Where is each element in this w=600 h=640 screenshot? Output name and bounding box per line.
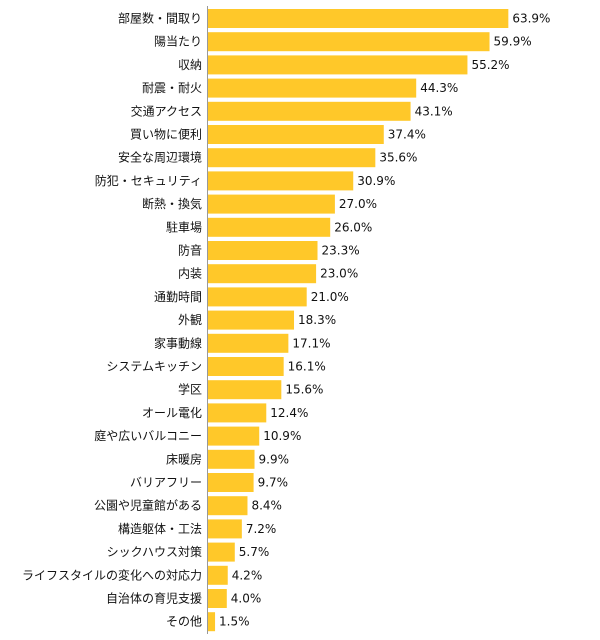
bar [208,542,235,562]
value-label: 30.9% [357,174,395,188]
value-label: 18.3% [298,313,336,327]
bar [208,171,354,191]
value-label: 10.9% [263,429,301,443]
bar [208,426,260,446]
value-label: 12.4% [270,406,308,420]
value-label: 37.4% [388,128,426,142]
value-label: 26.0% [334,220,372,234]
category-label: 外観 [178,313,202,327]
bar [208,32,490,52]
category-label: ライフスタイルの変化への対応力 [22,567,202,582]
bar [208,217,331,237]
category-label: システムキッチン [106,360,202,374]
value-label: 9.9% [259,452,290,466]
value-label: 4.2% [232,568,262,582]
bar [208,310,295,330]
bar [208,148,376,168]
bar [208,403,267,423]
category-label: 断熱・換気 [142,196,202,211]
value-label: 23.3% [322,244,360,258]
category-label: 交通アクセス [131,103,202,118]
value-label: 21.0% [311,290,349,304]
bar [208,287,307,307]
value-label: 16.1% [288,360,326,374]
value-label: 9.7% [258,476,289,490]
value-label: 8.4% [251,499,281,513]
bar [208,380,282,400]
value-label: 7.2% [246,522,277,536]
category-label: 自治体の育児支援 [106,591,202,606]
bar [208,101,411,121]
bar [208,589,227,608]
category-label: 内装 [178,267,202,281]
bar [208,9,509,28]
category-label: 買い物に便利 [130,128,202,142]
value-label: 43.1% [415,104,453,118]
value-label: 59.9% [494,35,532,49]
category-label: その他 [166,615,202,629]
value-label: 63.9% [512,12,550,26]
bar [208,194,335,214]
category-label: 公園や児童館がある [94,498,202,513]
category-label: 通勤時間 [154,290,202,304]
category-labels-layer: 部屋数・間取り陽当たり収納耐震・耐火交通アクセス買い物に便利安全な周辺環境防犯・… [22,11,202,629]
category-label: 耐震・耐火 [142,81,202,95]
value-label: 23.0% [320,267,358,281]
bar [208,357,284,376]
bar [208,264,317,284]
category-label: 安全な周辺環境 [118,150,202,165]
bar [208,473,254,492]
category-label: 部屋数・間取り [118,11,202,26]
value-label: 4.0% [231,592,261,606]
bar [208,612,216,632]
bar [208,78,417,98]
value-label: 5.7% [239,545,269,559]
bar [208,449,255,469]
value-label: 1.5% [219,615,250,629]
category-label: 防犯・セキュリティ [95,173,202,188]
category-label: バリアフリー [130,476,202,490]
bar [208,333,289,353]
bar [208,241,318,260]
category-label: 収納 [178,58,202,72]
bar [208,519,242,539]
bar [208,55,468,75]
bars-layer [208,9,509,632]
bar [208,496,248,516]
value-label: 55.2% [471,58,509,72]
category-label: 学区 [178,382,202,397]
category-label: 構造躯体・工法 [118,521,202,536]
category-label: 床暖房 [166,451,202,466]
category-label: 家事動線 [154,335,202,350]
value-label: 27.0% [339,197,377,211]
value-label: 15.6% [285,383,323,397]
category-label: 駐車場 [166,219,202,234]
category-label: 庭や広いバルコニー [94,428,202,443]
value-label: 35.6% [379,151,417,165]
bar [208,125,384,144]
category-label: オール電化 [142,406,202,420]
bar [208,565,228,585]
category-label: シックハウス対策 [107,545,202,559]
category-label: 防音 [178,243,202,258]
value-label: 44.3% [420,81,458,95]
value-labels-layer: 63.9% 59.9% 55.2% 44.3% 43.1% 37.4% 35.6% 30.9%… [219,12,550,629]
category-label: 陽当たり [154,35,202,49]
value-label: 17.1% [292,336,330,350]
